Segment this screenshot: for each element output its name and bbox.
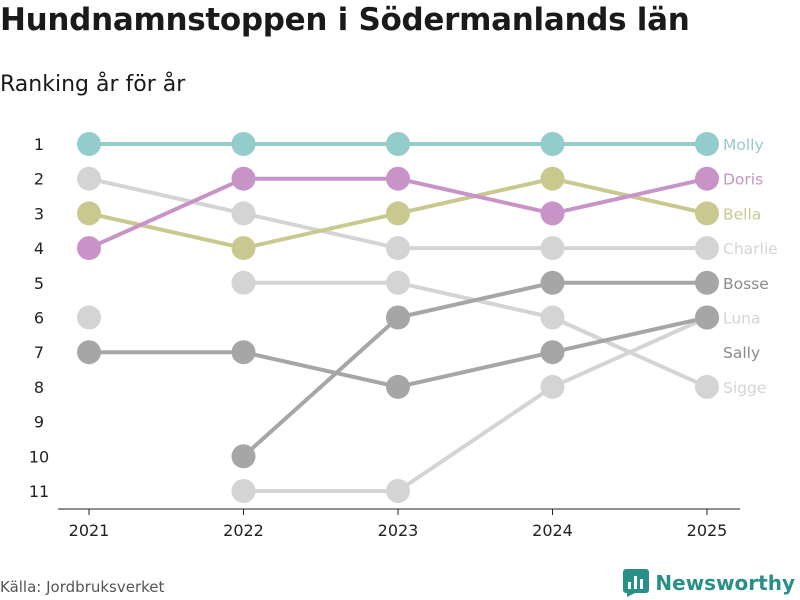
- point-sigge: [540, 305, 565, 330]
- point-charlie: [540, 236, 565, 261]
- y-tick-label: 3: [34, 204, 44, 223]
- end-label-charlie: Charlie: [723, 240, 778, 258]
- point-bosse2: [695, 270, 719, 295]
- point-molly: [386, 132, 410, 156]
- point-luna: [540, 374, 565, 399]
- series-line-bosse2: [242, 280, 707, 458]
- end-label-bosse: Bosse: [723, 275, 769, 293]
- point-bosse2: [231, 444, 256, 469]
- point-bosse: [540, 340, 565, 365]
- x-tick-label: 2024: [532, 521, 573, 540]
- point-bella: [386, 201, 410, 226]
- point-bosse: [231, 340, 256, 365]
- y-tick-label: 11: [29, 482, 49, 501]
- point-bosse2: [386, 305, 410, 330]
- end-label-bella: Bella: [723, 205, 761, 223]
- end-label-molly: Molly: [723, 136, 764, 154]
- chart-subtitle: Ranking år för år: [0, 72, 186, 97]
- x-tick-label: 2025: [687, 521, 728, 540]
- point-doris: [540, 201, 565, 226]
- y-tick-label: 10: [29, 447, 49, 466]
- y-tick-label: 5: [34, 274, 44, 293]
- point-bella: [695, 201, 719, 226]
- point-molly: [77, 132, 101, 156]
- point-bosse: [77, 340, 101, 365]
- brand-name: Newsworthy: [655, 571, 795, 595]
- brand-logo[interactable]: Newsworthy: [623, 568, 795, 598]
- point-sigge: [386, 270, 410, 295]
- x-tick-label: 2023: [378, 521, 419, 540]
- y-tick-label: 6: [34, 309, 44, 328]
- end-label-sally: Sally: [723, 344, 760, 362]
- point-luna: [231, 479, 256, 503]
- y-tick-label: 7: [34, 343, 44, 362]
- y-tick-label: 1: [34, 135, 44, 154]
- source-note: Källa: Jordbruksverket: [0, 578, 165, 596]
- point-bosse2: [540, 270, 565, 295]
- point-molly: [540, 132, 565, 156]
- y-tick-label: 4: [34, 239, 44, 258]
- point-sigge: [695, 374, 719, 399]
- y-tick-label: 9: [34, 413, 44, 432]
- point-bosse: [386, 374, 410, 399]
- point-doris: [231, 166, 256, 191]
- end-label-sigge: Sigge: [723, 379, 766, 397]
- end-label-luna: Luna: [723, 310, 761, 328]
- x-tick-label: 2021: [69, 521, 110, 540]
- point-overlap-half: [707, 305, 719, 330]
- point-sigge: [231, 270, 256, 295]
- end-label-doris: Doris: [723, 171, 763, 189]
- point-charlie: [77, 166, 101, 191]
- point-charlie: [386, 236, 410, 261]
- point-doris: [77, 236, 101, 261]
- point-charlie: [231, 201, 256, 226]
- bar-chart-icon: [623, 569, 650, 597]
- point-doris: [386, 166, 410, 191]
- point-charlie: [695, 236, 719, 261]
- point-molly: [695, 132, 719, 156]
- point-bella: [77, 201, 101, 226]
- point-sally: [77, 305, 101, 330]
- y-tick-label: 8: [34, 378, 44, 397]
- x-tick-label: 2022: [223, 521, 264, 540]
- chart-title: Hundnamnstoppen i Södermanlands län: [0, 2, 690, 38]
- y-tick-label: 2: [34, 170, 44, 189]
- point-bella: [540, 166, 565, 191]
- point-luna: [386, 479, 410, 503]
- series-line-luna: [243, 315, 708, 493]
- point-doris: [695, 166, 719, 191]
- point-molly: [231, 132, 256, 156]
- point-bella: [231, 236, 256, 261]
